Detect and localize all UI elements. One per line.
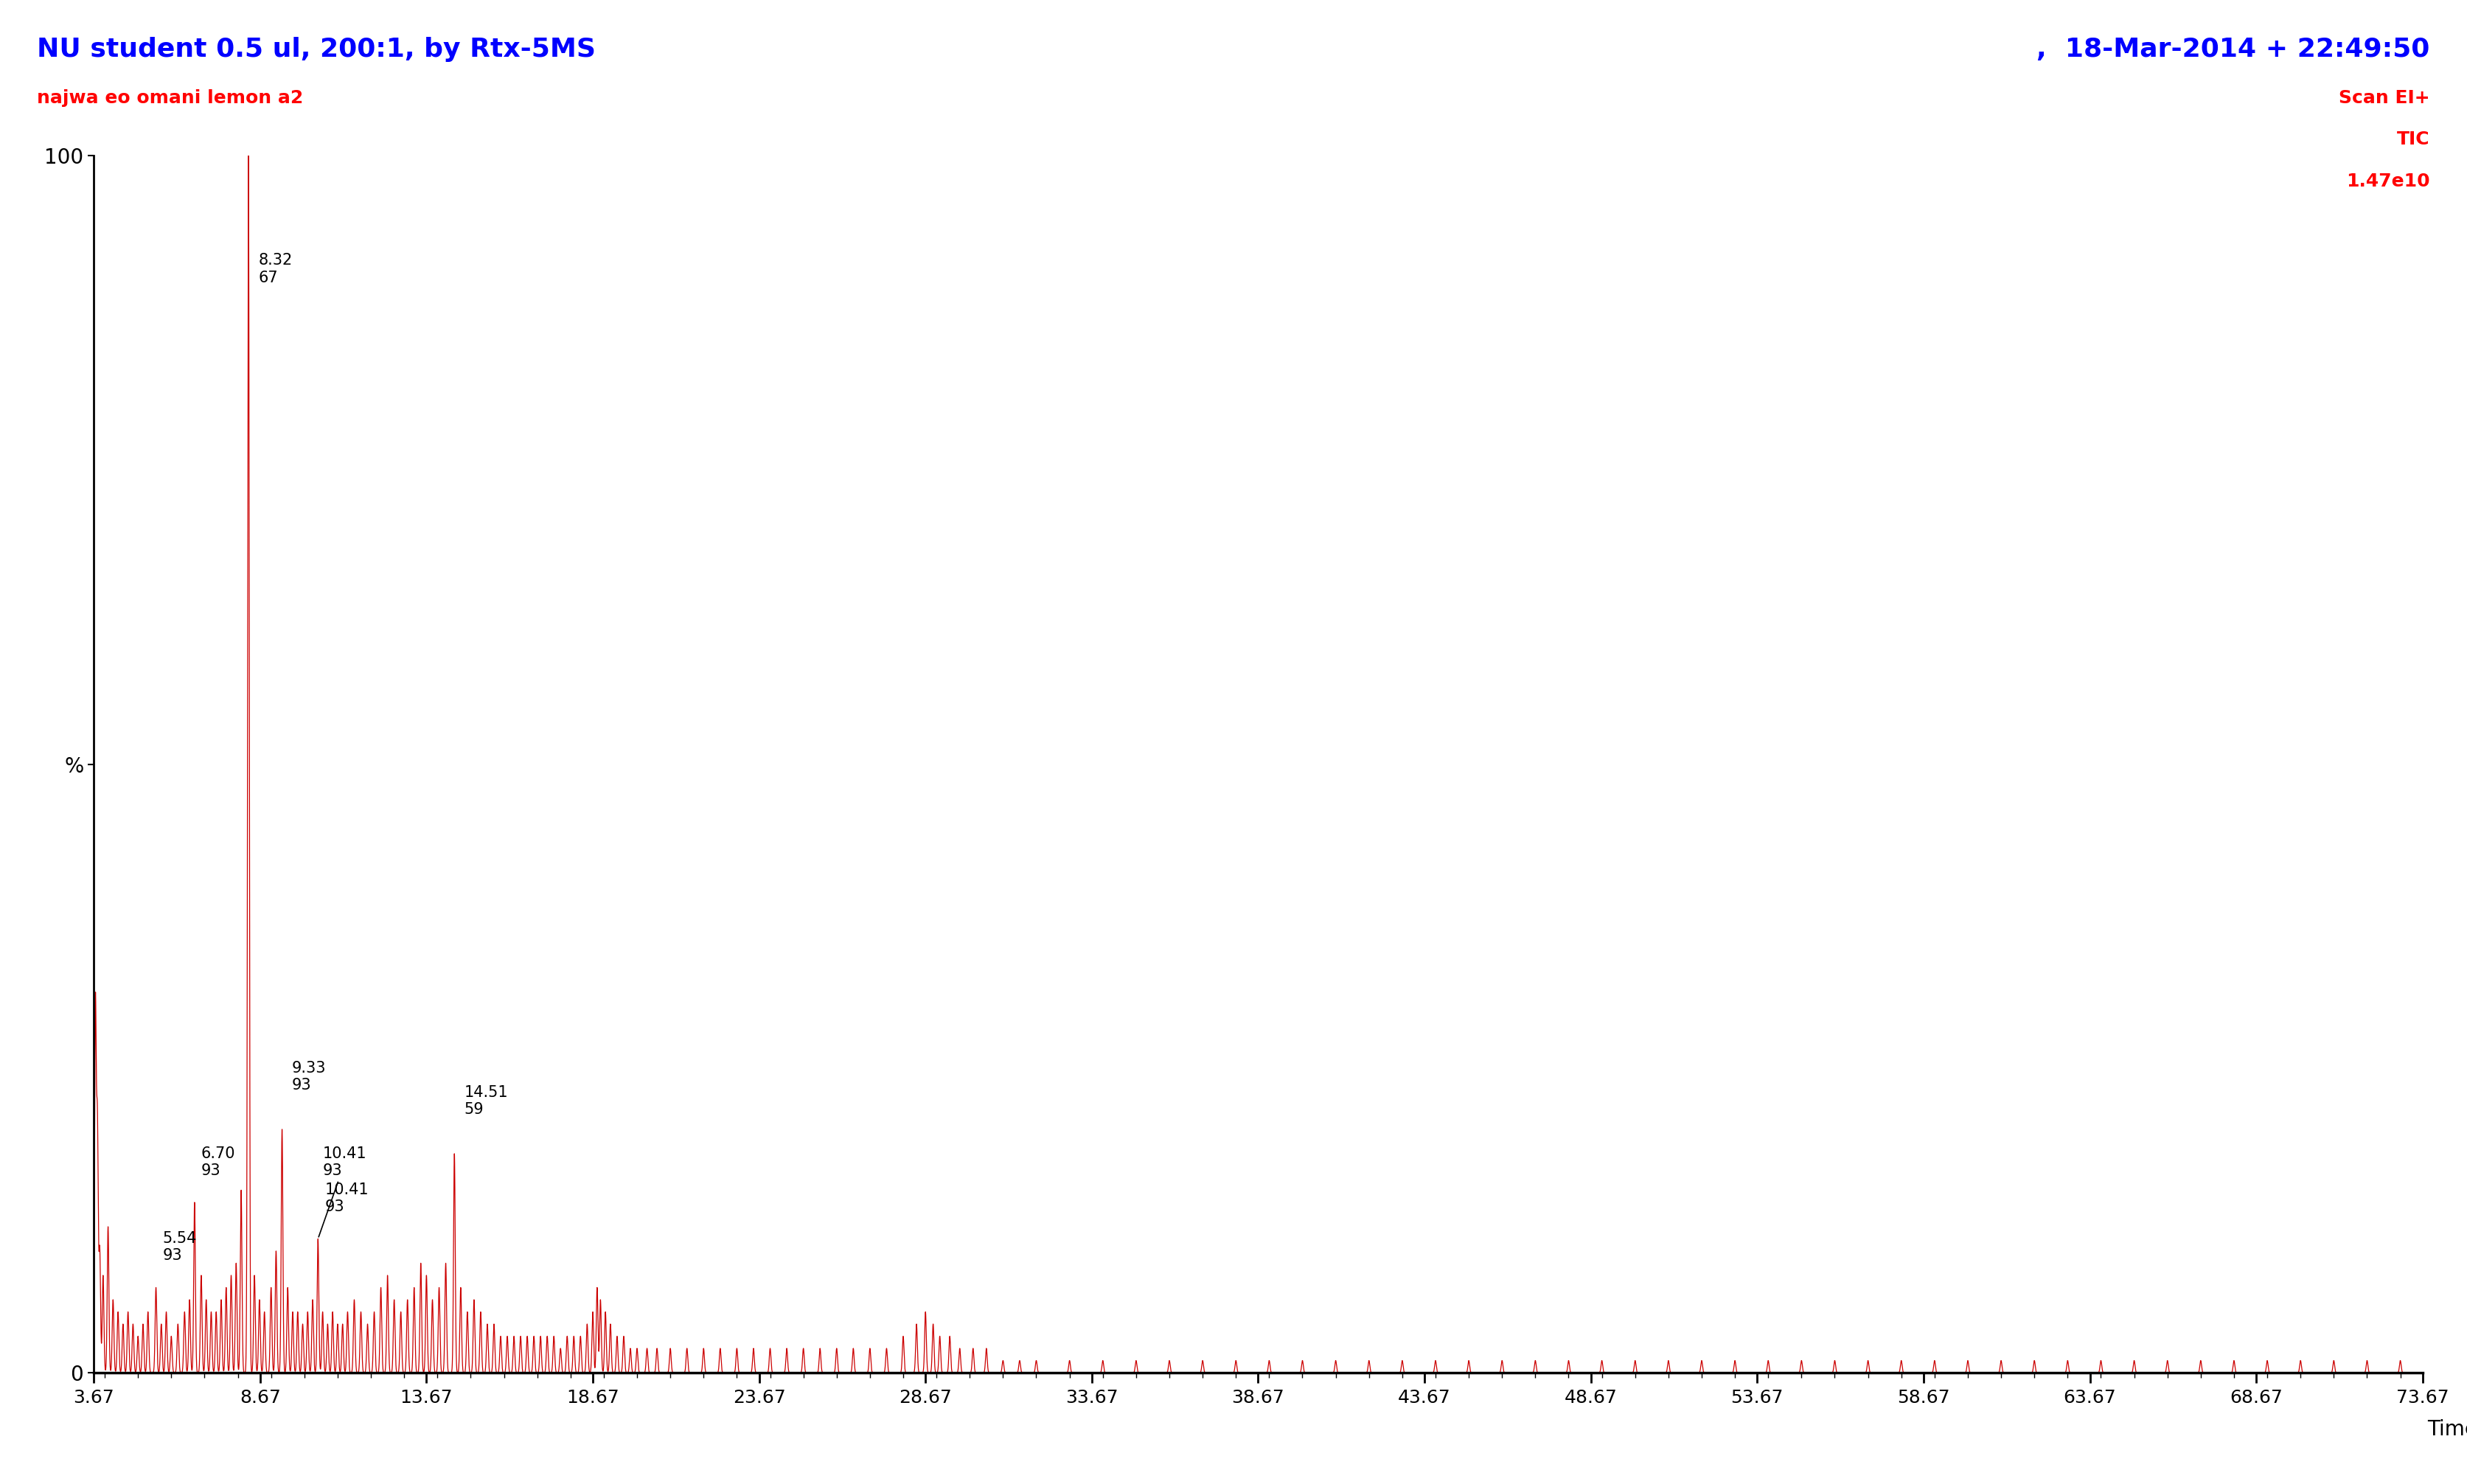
Text: TIC: TIC	[2398, 131, 2430, 148]
Text: 14.51
59: 14.51 59	[464, 1085, 508, 1117]
Text: najwa eo omani lemon a2: najwa eo omani lemon a2	[37, 89, 303, 107]
Text: 6.70
93: 6.70 93	[202, 1146, 234, 1178]
Text: ,  18-Mar-2014 + 22:49:50: , 18-Mar-2014 + 22:49:50	[2038, 37, 2430, 62]
Text: 10.41
93: 10.41 93	[326, 1183, 368, 1214]
Text: 9.33
93: 9.33 93	[291, 1061, 326, 1092]
Text: NU student 0.5 ul, 200:1, by Rtx-5MS: NU student 0.5 ul, 200:1, by Rtx-5MS	[37, 37, 597, 62]
Text: 1.47e10: 1.47e10	[2346, 172, 2430, 190]
Text: 10.41
93: 10.41 93	[318, 1146, 368, 1236]
Text: Scan EI+: Scan EI+	[2339, 89, 2430, 107]
Text: 8.32
67: 8.32 67	[259, 254, 294, 285]
Text: 5.54
93: 5.54 93	[163, 1232, 197, 1263]
Text: Time: Time	[2428, 1419, 2467, 1439]
